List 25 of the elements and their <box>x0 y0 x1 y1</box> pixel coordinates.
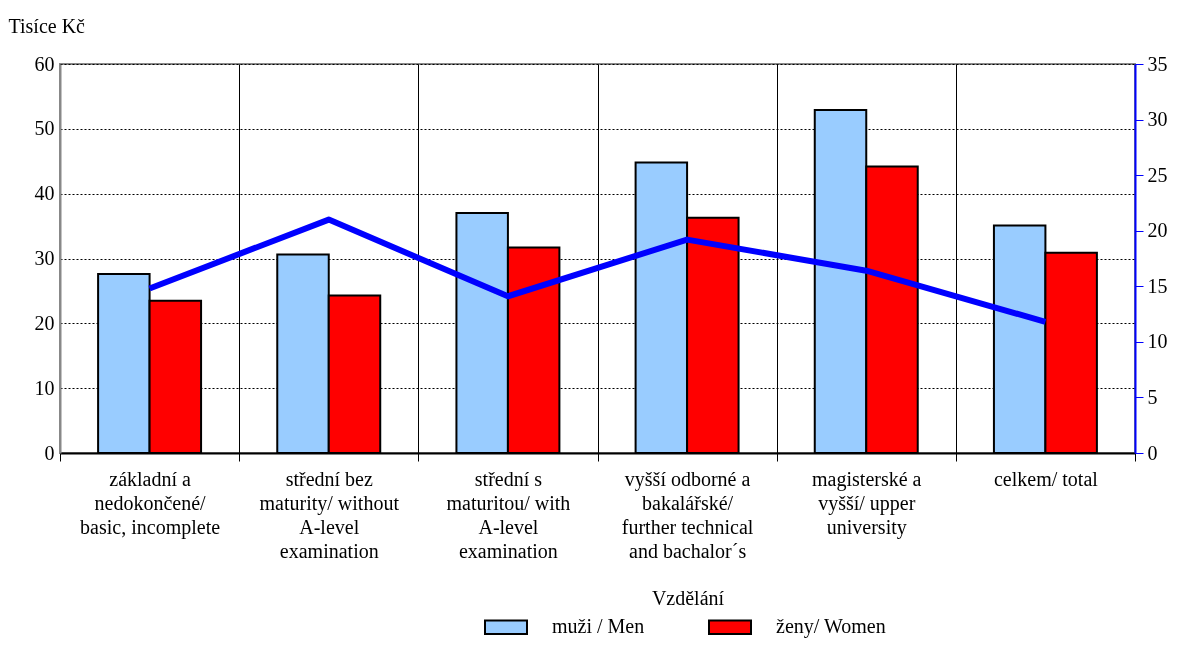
y-tick-label: 0 <box>44 441 55 464</box>
y2-tick-label: 30 <box>1147 108 1168 131</box>
y2-tick-label: 20 <box>1147 219 1168 242</box>
x-tick-label: základní a nedokončené/ basic, incomplete <box>80 467 221 539</box>
legend-title: Vzdělání <box>651 587 725 609</box>
x-tick-label: magisterské a vyšší/ upper university <box>812 467 922 539</box>
legend-label: muži / Men <box>552 615 645 638</box>
y-tick-label: 40 <box>34 182 55 205</box>
y2-tick-label: 0 <box>1147 441 1158 464</box>
y2-tick-label: 25 <box>1147 163 1168 186</box>
y2-tick-label: 35 <box>1147 52 1168 75</box>
y2-tick-label: 15 <box>1147 274 1168 297</box>
y-axis-title: Tisíce Kč <box>8 14 86 37</box>
x-tick-label: střední bez maturity/ without A-level examination <box>259 467 400 562</box>
y2-tick-label: 10 <box>1147 330 1168 353</box>
x-tick-label: střední s maturitou/ with A-level examination <box>446 467 571 562</box>
y-tick-label: 30 <box>34 247 55 269</box>
x-tick-label: vyšší odborné a bakalářské/ further technical and bachalor´s <box>621 467 754 562</box>
x-tick-label: celkem/ total <box>993 467 1099 490</box>
legend-label: ženy/ Women <box>776 615 886 639</box>
y-tick-label: 60 <box>34 52 55 75</box>
y-tick-label: 50 <box>34 117 55 140</box>
y-tick-label: 10 <box>34 376 55 399</box>
y-tick-label: 20 <box>34 311 55 334</box>
y2-tick-label: 5 <box>1147 385 1158 408</box>
